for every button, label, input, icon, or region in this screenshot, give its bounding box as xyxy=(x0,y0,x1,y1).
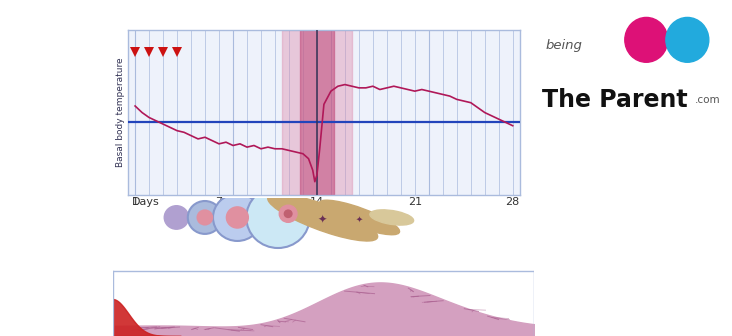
Text: .com: .com xyxy=(695,95,721,105)
Text: being: being xyxy=(545,39,583,52)
Ellipse shape xyxy=(164,206,189,229)
Y-axis label: Basal body temperature: Basal body temperature xyxy=(116,58,125,167)
Text: Ovulation: Ovulation xyxy=(290,210,344,220)
Ellipse shape xyxy=(246,187,310,248)
Ellipse shape xyxy=(319,200,400,235)
Ellipse shape xyxy=(280,205,297,222)
Ellipse shape xyxy=(370,210,414,225)
Text: ✦: ✦ xyxy=(318,215,327,225)
Text: The Parent: The Parent xyxy=(542,88,687,112)
Ellipse shape xyxy=(197,210,212,225)
Circle shape xyxy=(625,17,668,62)
Text: 14: 14 xyxy=(310,197,324,207)
Ellipse shape xyxy=(213,194,262,241)
Bar xyxy=(282,30,352,195)
Ellipse shape xyxy=(268,194,378,241)
Text: Days: Days xyxy=(132,197,160,207)
Text: ✦: ✦ xyxy=(356,214,363,223)
Text: 7: 7 xyxy=(215,197,223,207)
Bar xyxy=(300,30,334,195)
Ellipse shape xyxy=(284,210,292,217)
Circle shape xyxy=(666,17,709,62)
Text: 1: 1 xyxy=(132,197,138,207)
Ellipse shape xyxy=(188,201,222,234)
Text: 28: 28 xyxy=(506,197,520,207)
Ellipse shape xyxy=(226,207,248,228)
Text: 21: 21 xyxy=(408,197,422,207)
